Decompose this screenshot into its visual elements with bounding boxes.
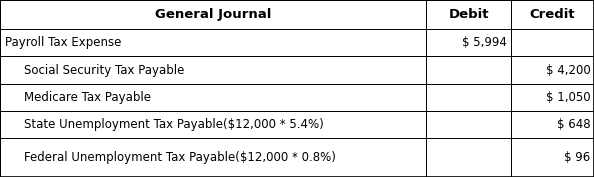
Text: $ 5,994: $ 5,994 [462,36,507,49]
Bar [0,138,426,177]
Bar [426,138,511,177]
Bar [0,29,426,56]
Text: General Journal: General Journal [155,8,271,21]
Text: $ 4,200: $ 4,200 [546,64,590,77]
Bar [511,138,594,177]
Text: State Unemployment Tax Payable($12,000 * 5.4%): State Unemployment Tax Payable($12,000 *… [24,118,324,131]
Bar [511,111,594,138]
Bar [0,56,426,84]
Text: $ 1,050: $ 1,050 [546,91,590,104]
Bar [511,56,594,84]
Bar [0,84,426,111]
Bar [511,84,594,111]
Text: Medicare Tax Payable: Medicare Tax Payable [24,91,151,104]
Bar [0,0,426,29]
Bar [426,111,511,138]
Text: $ 96: $ 96 [564,151,590,164]
Bar [511,29,594,56]
Text: Federal Unemployment Tax Payable($12,000 * 0.8%): Federal Unemployment Tax Payable($12,000… [24,151,336,164]
Text: Credit: Credit [530,8,575,21]
Bar [426,84,511,111]
Bar [0,111,426,138]
Bar [426,0,511,29]
Text: Payroll Tax Expense: Payroll Tax Expense [5,36,121,49]
Text: Debit: Debit [448,8,489,21]
Text: Social Security Tax Payable: Social Security Tax Payable [24,64,184,77]
Text: $ 648: $ 648 [557,118,590,131]
Bar [426,29,511,56]
Bar [511,0,594,29]
Bar [426,56,511,84]
